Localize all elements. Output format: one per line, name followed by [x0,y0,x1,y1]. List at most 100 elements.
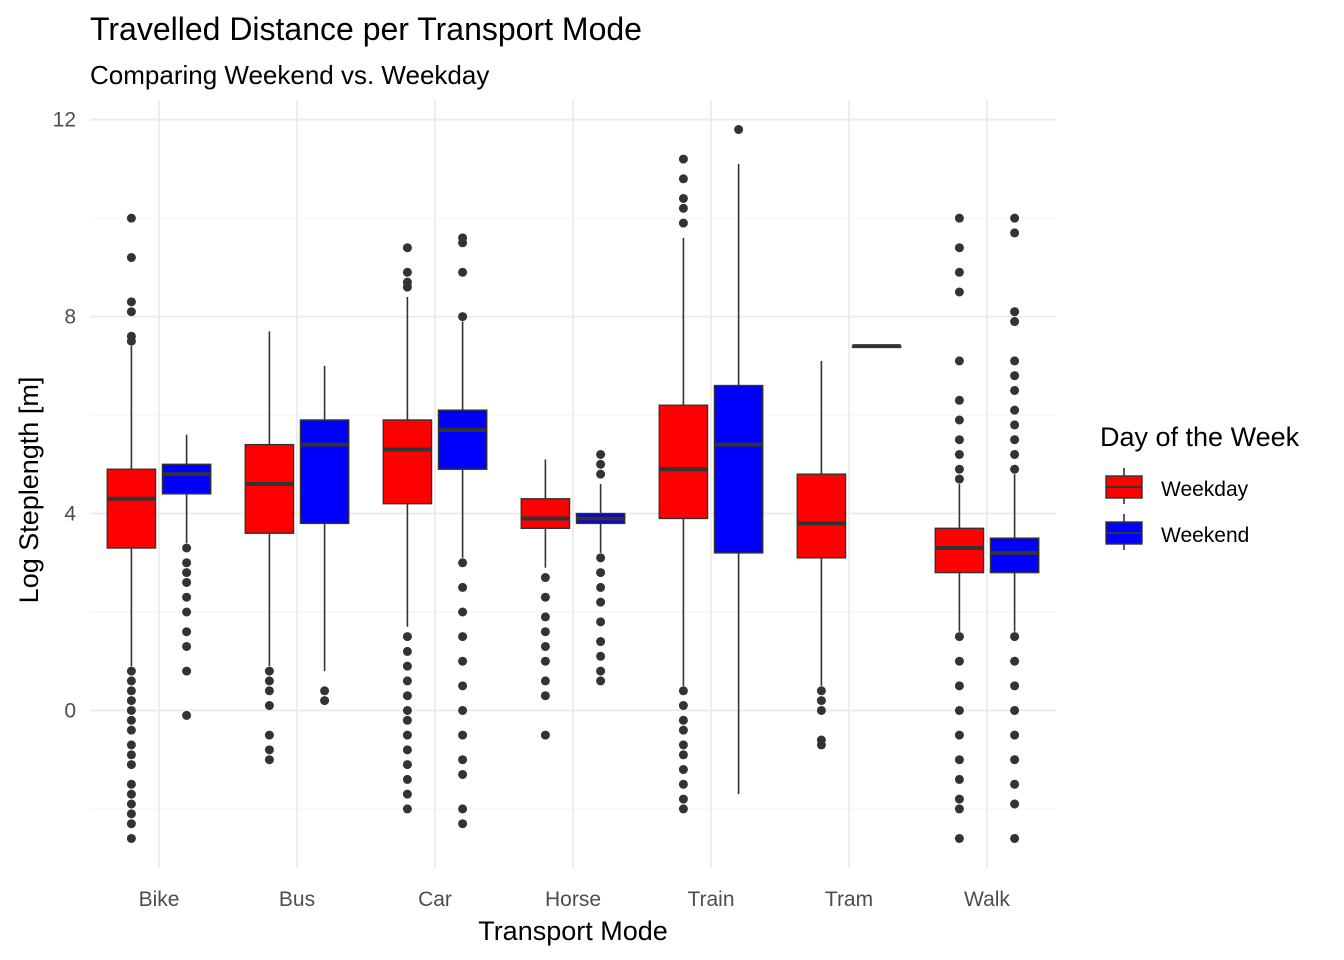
box-weekend-horse [575,449,626,686]
box-weekend-tram [851,344,902,349]
outlier-point [402,691,412,701]
outlier-point [540,612,550,622]
outlier-point [402,715,412,725]
box-body [382,419,433,505]
outlier-point [182,710,192,720]
y-axis-title: Log Steplength [m] [14,377,44,604]
outlier-point [954,395,964,405]
outlier-point [126,750,136,760]
grid [90,100,1056,868]
outlier-point [596,651,606,661]
outlier-point [126,686,136,696]
outlier-point [954,474,964,484]
outlier-point [182,558,192,568]
outlier-point [126,307,136,317]
outlier-point [678,765,688,775]
box-weekend-bus [299,365,350,706]
outlier-point [954,656,964,666]
outlier-point [402,804,412,814]
outlier-point [1010,632,1020,642]
x-tick-label: Train [687,888,734,911]
outlier-point [954,415,964,425]
outlier-point [264,730,274,740]
outlier-point [458,755,468,765]
outlier-point [596,617,606,627]
outlier-point [678,154,688,164]
x-tick-label: Tram [825,888,873,911]
y-tick-label: 8 [64,306,76,329]
outlier-point [402,632,412,642]
box-body [299,419,350,525]
x-tick-label: Walk [964,888,1010,911]
outlier-point [320,696,330,706]
outlier-point [678,804,688,814]
outlier-point [126,809,136,819]
outlier-point [402,267,412,277]
outlier-point [126,833,136,843]
box-weekday-tram [796,360,847,750]
outlier-point [1010,213,1020,223]
x-tick-label: Car [418,888,452,911]
outlier-point [540,691,550,701]
x-tick-label: Bike [139,888,180,911]
outlier-point [540,627,550,637]
outlier-point [1010,755,1020,765]
outlier-point [1010,317,1020,327]
box-weekend-walk [989,213,1040,843]
outlier-point [596,637,606,647]
outlier-point [458,804,468,814]
outlier-point [182,641,192,651]
outlier-point [264,755,274,765]
outlier-point [320,686,330,696]
outlier-point [1010,385,1020,395]
outlier-point [678,686,688,696]
outlier-point [458,769,468,779]
outlier-point [1010,420,1020,430]
outlier-point [458,681,468,691]
box-weekday-horse [520,459,571,740]
outlier-point [1010,681,1020,691]
outlier-point [816,705,826,715]
x-axis-title: Transport Mode [478,916,668,946]
outlier-point [264,686,274,696]
outlier-point [816,696,826,706]
outlier-point [402,789,412,799]
outlier-point [458,656,468,666]
outlier-point [954,632,964,642]
outlier-point [126,705,136,715]
outlier-point [1010,705,1020,715]
outlier-point [678,779,688,789]
outlier-point [1010,833,1020,843]
box-body [106,468,157,549]
outlier-point [954,464,964,474]
outlier-point [678,218,688,228]
outlier-point [1010,464,1020,474]
box-body [658,404,709,520]
outlier-point [734,125,744,135]
outlier-point [1010,730,1020,740]
box-weekday-bike [106,213,157,843]
outlier-point [126,760,136,770]
chart-title: Travelled Distance per Transport Mode [90,11,642,47]
outlier-point [596,469,606,479]
outlier-point [678,701,688,711]
box-weekday-train [658,154,709,814]
box-body [161,463,212,495]
outlier-point [182,543,192,553]
outlier-point [954,755,964,765]
outlier-point [182,592,192,602]
outlier-point [1010,371,1020,381]
box-body [713,384,764,554]
outlier-point [126,779,136,789]
boxes [106,125,1040,843]
legend-label-weekend: Weekend [1161,524,1249,547]
outlier-point [264,666,274,676]
outlier-point [540,656,550,666]
outlier-point [402,745,412,755]
outlier-point [596,568,606,578]
x-tick-label: Bus [279,888,315,911]
outlier-point [458,582,468,592]
outlier-point [954,833,964,843]
box-body [437,409,488,470]
outlier-point [458,267,468,277]
